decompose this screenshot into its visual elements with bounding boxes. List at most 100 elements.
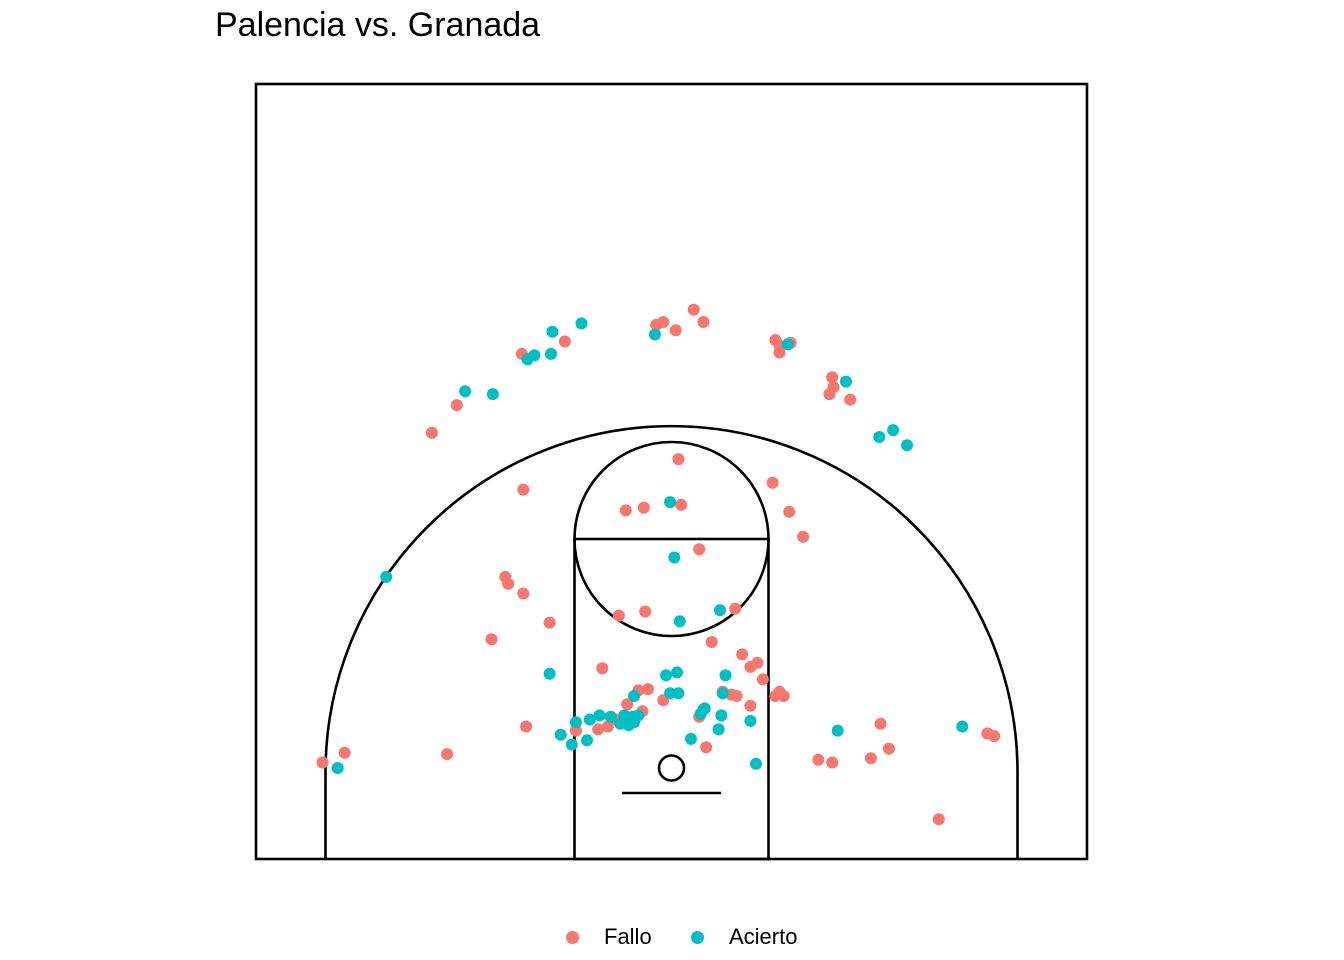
shot-point-acierto (887, 424, 900, 437)
shot-point-acierto (380, 570, 393, 583)
shot-point-fallo (621, 698, 634, 711)
shot-point-fallo (882, 742, 895, 755)
court-boundary (254, 82, 1089, 861)
shot-point-fallo (316, 756, 329, 769)
shot-point-acierto (660, 669, 672, 682)
shot-point-fallo (777, 690, 790, 702)
shot-point-acierto (486, 388, 499, 401)
shot-point-fallo (596, 662, 609, 675)
shot-point-acierto (698, 702, 711, 715)
shot-point-fallo (705, 636, 718, 648)
shot-point-fallo (736, 648, 749, 661)
shot-point-fallo (642, 683, 654, 696)
shot-point-fallo (844, 393, 857, 406)
shot-point-acierto (331, 762, 344, 774)
three-point-line (324, 424, 1019, 859)
shot-point-acierto (781, 338, 794, 351)
shot-point-fallo (639, 605, 652, 618)
shot-point-fallo (697, 316, 710, 328)
legend-item-fallo: Fallo (566, 918, 652, 956)
shot-point-fallo (693, 543, 706, 556)
shot-point-acierto (648, 328, 661, 341)
shot-point-fallo (338, 746, 351, 759)
shot-point-fallo (672, 453, 685, 466)
key-paint (573, 537, 770, 861)
shot-point-fallo (520, 720, 533, 733)
shot-point-fallo (637, 501, 650, 514)
shot-point-acierto (716, 687, 729, 700)
shot-point-acierto (554, 728, 567, 741)
shot-point-acierto (628, 716, 641, 729)
shot-point-fallo (601, 720, 614, 733)
shot-point-fallo (874, 717, 887, 730)
legend-label-fallo: Fallo (604, 924, 652, 949)
shot-point-acierto (628, 690, 641, 702)
shot-point-fallo (441, 748, 454, 761)
shot-point-acierto (569, 716, 582, 729)
shot-point-acierto (604, 710, 617, 723)
shot-point-acierto (672, 687, 685, 700)
shot-point-acierto (673, 615, 686, 628)
shot-point-fallo (988, 730, 1001, 743)
legend-item-acierto: Acierto (691, 918, 797, 956)
shot-point-fallo (729, 602, 742, 615)
shot-point-fallo (783, 505, 796, 518)
shot-point-acierto (840, 375, 852, 388)
shot-point-fallo (773, 346, 786, 359)
shot-point-fallo (502, 577, 515, 590)
shot-point-acierto (714, 604, 726, 617)
shot-point-fallo (756, 673, 769, 686)
legend-label-acierto: Acierto (729, 924, 798, 949)
shot-point-acierto (543, 667, 556, 680)
shot-point-acierto (901, 439, 913, 452)
shot-point-acierto (546, 325, 559, 338)
shot-point-acierto (719, 669, 732, 682)
shot-point-fallo (826, 756, 839, 769)
shot-point-acierto (528, 349, 541, 362)
shot-point-fallo (485, 633, 498, 646)
chart-title: Palencia vs. Granada (215, 6, 541, 44)
shot-points (316, 303, 1001, 826)
shot-point-acierto (664, 687, 677, 700)
shot-point-acierto (668, 551, 681, 564)
shot-point-fallo (823, 388, 836, 401)
shot-point-acierto (873, 431, 886, 443)
shot-point-acierto (565, 738, 578, 751)
shot-point-acierto (684, 732, 697, 745)
rim (657, 754, 686, 782)
free-throw-circle (573, 440, 770, 638)
shot-point-acierto (583, 713, 596, 726)
shot-point-fallo (425, 426, 438, 439)
shot-point-acierto (664, 496, 677, 509)
shot-point-acierto (956, 720, 969, 733)
shot-point-acierto (750, 757, 762, 770)
shot-point-fallo (612, 609, 625, 622)
legend-dot-fallo (566, 930, 579, 944)
shot-point-fallo (543, 616, 556, 629)
shot-point-fallo (932, 813, 945, 826)
shot-point-fallo (826, 371, 839, 384)
shot-point-fallo (517, 587, 530, 600)
court-lines (254, 82, 1089, 861)
legend: Fallo Acierto (0, 918, 1344, 958)
shot-point-fallo (700, 741, 713, 754)
shot-point-acierto (744, 714, 757, 727)
shot-point-acierto (671, 666, 683, 679)
shot-point-fallo (687, 303, 700, 316)
shot-point-fallo (864, 752, 877, 765)
shot-point-fallo (797, 530, 810, 543)
shot-point-acierto (581, 734, 593, 747)
shot-point-acierto (545, 347, 557, 360)
shot-point-acierto (715, 709, 728, 722)
shot-point-fallo (812, 753, 825, 766)
legend-dot-acierto (691, 930, 704, 944)
shot-point-fallo (657, 316, 670, 328)
shot-point-acierto (593, 709, 606, 722)
shot-point-fallo (592, 723, 605, 736)
shot-point-fallo (730, 690, 743, 702)
shot-point-fallo (569, 724, 582, 737)
shot-point-fallo (744, 699, 757, 712)
shot-point-acierto (575, 317, 588, 330)
shot-point-fallo (450, 399, 463, 412)
